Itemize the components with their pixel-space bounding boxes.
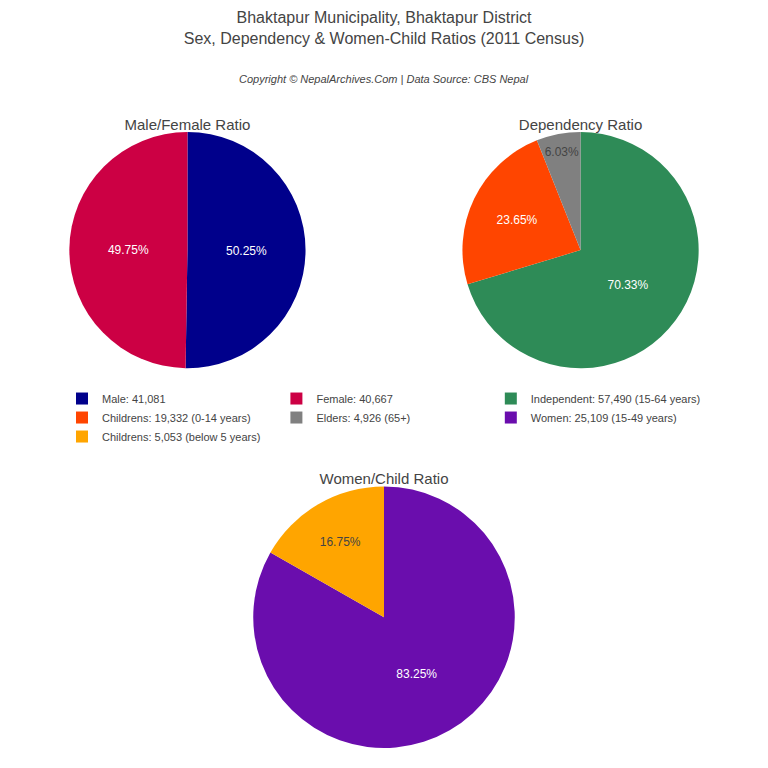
- svg-text:70.33%: 70.33%: [607, 278, 648, 292]
- svg-text:Male/Female Ratio: Male/Female Ratio: [124, 116, 250, 133]
- svg-text:Bhaktapur Municipality, Bhakta: Bhaktapur Municipality, Bhaktapur Distri…: [184, 9, 585, 47]
- svg-text:6.03%: 6.03%: [545, 145, 579, 159]
- svg-text:Women/Child Ratio: Women/Child Ratio: [320, 470, 449, 487]
- svg-text:Copyright © NepalArchives.Com: Copyright © NepalArchives.Com | Data Sou…: [239, 73, 529, 85]
- svg-text:Childrens: 5,053 (below 5 year: Childrens: 5,053 (below 5 years): [102, 431, 260, 443]
- svg-text:Dependency Ratio: Dependency Ratio: [519, 116, 642, 133]
- svg-text:50.25%: 50.25%: [226, 244, 267, 258]
- svg-text:Elders: 4,926 (65+): Elders: 4,926 (65+): [316, 412, 410, 424]
- svg-text:83.25%: 83.25%: [396, 667, 437, 681]
- svg-text:Childrens: 19,332 (0-14 years): Childrens: 19,332 (0-14 years): [102, 412, 251, 424]
- svg-text:16.75%: 16.75%: [320, 535, 361, 549]
- svg-text:49.75%: 49.75%: [108, 243, 149, 257]
- svg-text:Women: 25,109 (15-49 years): Women: 25,109 (15-49 years): [531, 412, 677, 424]
- svg-text:23.65%: 23.65%: [497, 213, 538, 227]
- svg-text:Female: 40,667: Female: 40,667: [316, 393, 392, 405]
- svg-text:Male: 41,081: Male: 41,081: [102, 393, 166, 405]
- svg-text:Independent: 57,490 (15-64 yea: Independent: 57,490 (15-64 years): [531, 393, 700, 405]
